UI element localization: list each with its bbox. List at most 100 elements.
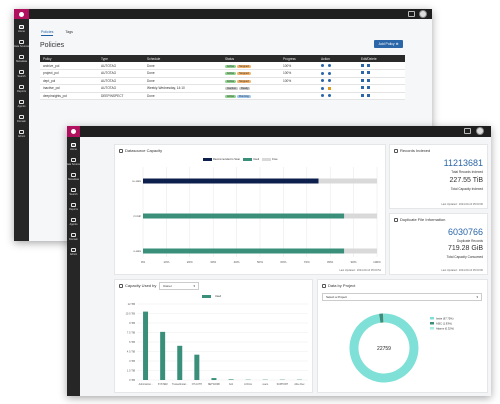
run-icon[interactable] [321, 94, 324, 98]
domain-icon [70, 232, 76, 237]
app-logo[interactable] [14, 9, 29, 19]
cell-schedule: Done [144, 92, 222, 100]
cell-policy: project_pol [40, 69, 98, 78]
chart-legend[interactable]: Used [202, 295, 221, 298]
edit-icon[interactable] [361, 78, 364, 82]
page-title: Policies [40, 42, 65, 49]
status-badge: Inactive [225, 87, 238, 91]
cell-schedule: Done [144, 69, 222, 78]
bar-free [344, 213, 377, 219]
database-icon [119, 148, 123, 153]
col-policy[interactable]: Policy [40, 55, 98, 62]
sidebar-item-data-sources[interactable]: Data Sources [67, 154, 81, 169]
datasource-capacity-card: Datasource Capacity Recommended to Scan … [114, 144, 386, 275]
stop-icon[interactable] [328, 79, 331, 83]
edit-icon[interactable] [361, 71, 364, 75]
legend-used[interactable]: Used [243, 158, 259, 161]
sidebar-item-agents[interactable]: Agents [69, 214, 78, 229]
tab-policies[interactable]: Policies [41, 30, 54, 36]
y-tick-label: ie-wks [132, 179, 141, 183]
sidebar-item-label: Reports [68, 207, 79, 211]
run-icon[interactable] [321, 79, 324, 83]
run-icon[interactable] [321, 71, 324, 75]
col-schedule[interactable]: Schedule [144, 55, 222, 62]
cell-schedule: Weekly-Wednesday, 14:10 [144, 84, 222, 93]
agents-icon [70, 217, 76, 222]
edit-icon[interactable] [361, 93, 364, 97]
legend-label: Insite (97.75%) [436, 316, 454, 320]
tab-tags[interactable]: Tags [65, 30, 73, 34]
edit-icon[interactable] [361, 63, 364, 67]
warning-icon[interactable] [328, 86, 331, 90]
app-logo[interactable] [67, 126, 80, 137]
sidebar-item-domain[interactable]: Domain [17, 111, 26, 126]
delete-icon[interactable] [367, 63, 370, 67]
y-tick-label: 12 TiB [128, 302, 136, 306]
legend-recommended[interactable]: Recommended to Scan [203, 158, 240, 161]
cell-policy: archive_pol [40, 62, 98, 70]
stop-icon[interactable] [328, 64, 331, 68]
cell-type: AUTOTAG [98, 84, 144, 93]
bar [143, 311, 149, 380]
sidebar-item-home[interactable]: Home [70, 139, 77, 154]
cell-type: AUTOTAG [98, 62, 144, 70]
delete-icon[interactable] [367, 93, 370, 97]
cell-policy: inactive_pol [40, 84, 98, 93]
col-status[interactable]: Status [222, 55, 280, 62]
add-policy-button[interactable]: Add Policy ⊕ [374, 40, 403, 48]
sidebar-item-label: Domain [17, 119, 26, 123]
delete-icon[interactable] [367, 86, 370, 90]
x-tick-label: bob [229, 383, 234, 386]
delete-icon[interactable] [367, 78, 370, 82]
user-avatar[interactable] [476, 127, 484, 135]
cell-policy: deepinsights_pol [40, 92, 98, 100]
col-progress[interactable]: Progress [280, 55, 318, 62]
notifications-icon[interactable] [464, 128, 471, 134]
duplicate-capacity-label: Total Capacity Consumed [446, 255, 483, 259]
user-avatar[interactable] [419, 10, 427, 18]
sidebar-item-reports[interactable]: Reports [69, 199, 78, 214]
cell-edit-delete [358, 92, 405, 100]
sidebar-item-search[interactable]: Search [17, 66, 26, 81]
sidebar-item-admin[interactable]: Admin [18, 126, 25, 141]
stop-icon[interactable] [328, 71, 331, 75]
sidebar-item-metadata[interactable]: Metadata [68, 169, 79, 184]
status-badge: Active [225, 72, 237, 76]
delete-icon[interactable] [367, 71, 370, 75]
sidebar-item-data-sources[interactable]: Data Sources [14, 36, 29, 51]
stop-icon[interactable] [328, 94, 331, 98]
project-select[interactable]: Select a Project ▾ [322, 293, 482, 301]
group-by-select[interactable]: Owner ▾ [159, 282, 199, 290]
policies-table: Policy Type Schedule Status Progress Act… [40, 55, 405, 100]
x-tick-label: 90% [351, 260, 357, 264]
status-badge: Stopped [237, 79, 251, 83]
capacity-used-by-chart: 0 TiB 1.5 TiB 3 TiB 4.5 TiB 6 TiB 7.5 TiB 9 Ti… [125, 302, 308, 386]
sidebar-item-search[interactable]: Search [69, 184, 78, 199]
notifications-icon[interactable] [408, 11, 415, 17]
table-row[interactable]: deepinsights_pol DEEPINSPECT Done Active Run… [40, 92, 405, 100]
sidebar-item-admin[interactable]: Admin [70, 244, 77, 259]
sidebar-item-domain[interactable]: Domain [69, 229, 78, 244]
cell-schedule: Done [144, 62, 222, 70]
dashboard-content: Datasource Capacity Recommended to Scan … [80, 137, 491, 396]
bar-used [143, 213, 345, 219]
col-type[interactable]: Type [98, 55, 144, 62]
sidebar-item-metadata[interactable]: Metadata [16, 51, 27, 66]
table-row[interactable]: dept_pol AUTOTAG Done Active Stopped 100% [40, 77, 405, 85]
edit-icon[interactable] [361, 86, 364, 90]
run-icon[interactable] [321, 64, 324, 68]
cell-status: Active Stopped [222, 62, 280, 70]
run-icon[interactable] [321, 86, 324, 90]
last-updated: Last Updated : 2024-09-10 05:00:00 [441, 203, 483, 206]
sidebar-item-reports[interactable]: Reports [17, 81, 26, 96]
sidebar-item-agents[interactable]: Agents [17, 96, 26, 111]
table-header: Policy Type Schedule Status Progress Act… [40, 55, 405, 62]
status-badge: Running [237, 94, 251, 98]
legend-free[interactable]: Free [262, 158, 278, 161]
sidebar-item-label: Metadata [16, 59, 27, 63]
sidebar-item-home[interactable]: Home [18, 21, 25, 36]
table-row[interactable]: project_pol AUTOTAG Done Active Stopped 100% [40, 69, 405, 78]
table-row[interactable]: archive_pol AUTOTAG Done Active Stopped 100% [40, 62, 405, 70]
table-row[interactable]: inactive_pol AUTOTAG Weekly-Wednesday, 14:… [40, 84, 405, 93]
cell-status: Active Running [222, 92, 280, 100]
